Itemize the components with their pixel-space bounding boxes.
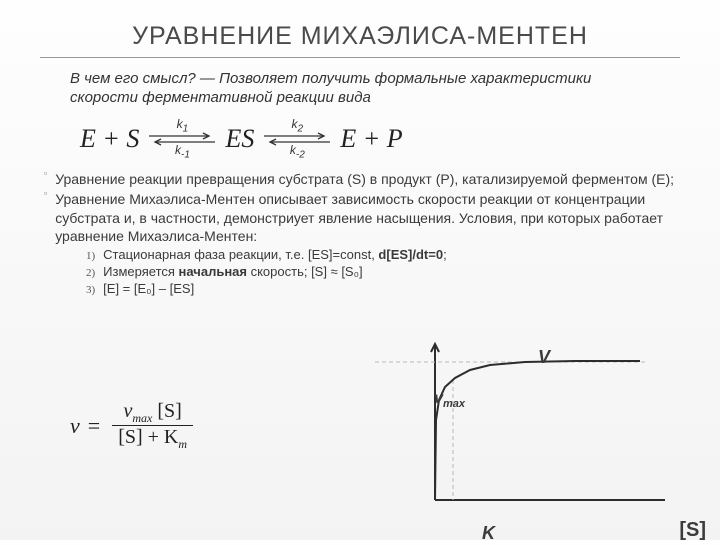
bullet-1: Уравнение реакции превращения субстрата … [55,170,680,188]
v-axis-label: V [538,347,550,368]
bullet-2: Уравнение Михаэлиса-Ментен описывает зав… [55,190,680,245]
mm-equation: v = vmax [S] [S] + Km [70,400,197,451]
subnum-marker: 3) [86,284,95,296]
slide-title: УРАВНЕНИЕ МИХАЭЛИСА-МЕНТЕН [40,22,680,58]
bullet-icon: ▫ [44,188,47,200]
subpoint-1: Стационарная фаза реакции, т.е. [ES]=con… [103,247,447,262]
vmax-label: vmax [434,390,465,410]
species-es: ES [225,124,254,154]
bullet-icon: ▫ [44,168,47,180]
subpoint-2: Измеряется начальная скорость; [S] ≈ [S₀… [103,264,362,279]
rate-k-2: k-2 [290,144,305,160]
km-label: K [482,523,495,544]
arrows-1: k1 k-1 [147,118,217,161]
saturation-curve [435,361,640,500]
subnum-marker: 1) [86,250,95,262]
subpoint-3: [E] = [E₀] – [ES] [103,281,194,296]
saturation-curve-chart [375,340,675,540]
subnum-marker: 2) [86,267,95,279]
bullet-list: ▫ Уравнение реакции превращения субстрата… [44,170,680,297]
chart-svg [375,340,675,540]
rate-k-1: k-1 [175,144,190,160]
intro-paragraph: В чем его смысл? — Позволяет получить фо… [70,70,662,108]
arrows-2: k2 k-2 [262,118,332,161]
species-ep: E + P [340,124,402,154]
s-axis-label: [S] [679,519,706,542]
species-es-left: E + S [80,124,139,154]
reaction-scheme: E + S k1 k-1 ES k2 k-2 E + P [80,118,680,161]
